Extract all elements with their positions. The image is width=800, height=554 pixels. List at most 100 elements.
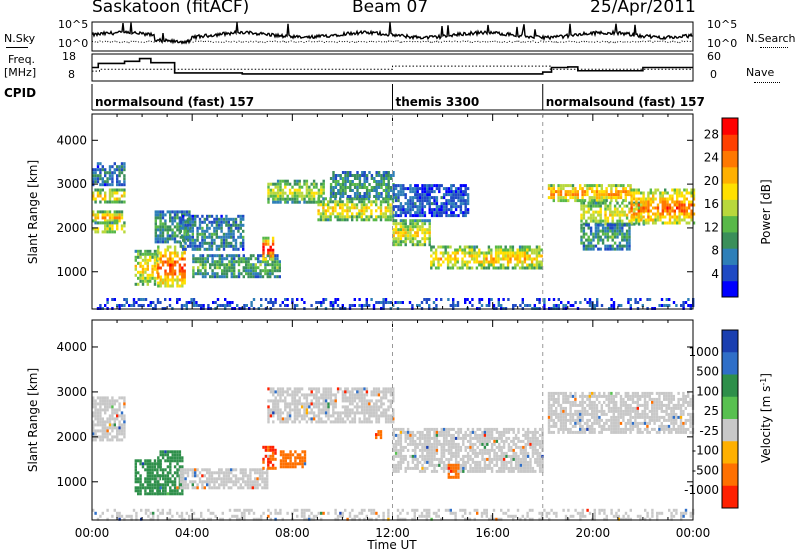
- data-cell: [243, 304, 246, 307]
- data-cell: [466, 263, 469, 267]
- data-cell: [372, 408, 376, 412]
- data-cell: [239, 241, 242, 245]
- data-cell: [198, 247, 202, 251]
- data-cell: [181, 459, 184, 463]
- data-cell: [332, 304, 335, 307]
- data-cell: [454, 263, 457, 267]
- data-cell: [519, 460, 523, 464]
- data-cell: [203, 480, 206, 484]
- data-cell: [586, 301, 589, 304]
- data-cell: [113, 230, 116, 234]
- data-cell: [380, 411, 383, 415]
- data-cell: [267, 411, 270, 415]
- data-cell: [661, 197, 664, 201]
- data-cell: [351, 183, 354, 186]
- data-cell: [442, 196, 446, 200]
- data-cell: [191, 468, 194, 472]
- data-cell: [521, 266, 524, 270]
- data-cell: [199, 263, 202, 267]
- data-cell: [464, 202, 467, 206]
- data-cell: [182, 477, 185, 481]
- data-cell: [599, 201, 602, 205]
- data-cell: [632, 191, 636, 195]
- data-cell: [506, 254, 510, 258]
- data-cell: [540, 248, 543, 252]
- data-cell: [678, 209, 681, 213]
- data-cell: [157, 216, 160, 220]
- data-cell: [120, 213, 124, 217]
- data-cell: [208, 226, 211, 230]
- data-cell: [368, 183, 371, 186]
- data-cell: [409, 205, 412, 209]
- data-cell: [334, 203, 337, 207]
- data-cell: [269, 182, 273, 186]
- data-cell: [308, 191, 311, 195]
- y-tick-label: 4000: [56, 133, 87, 147]
- data-cell: [409, 430, 412, 434]
- data-cell: [157, 477, 160, 481]
- data-cell: [274, 399, 277, 403]
- data-cell: [464, 184, 467, 188]
- data-cell: [327, 408, 330, 412]
- data-cell: [426, 184, 429, 188]
- data-cell: [442, 251, 445, 255]
- data-cell: [269, 387, 273, 391]
- data-cell: [450, 427, 453, 431]
- data-cell: [463, 254, 467, 258]
- data-cell: [111, 200, 114, 204]
- data-cell: [178, 257, 182, 261]
- data-cell: [389, 399, 393, 403]
- data-cell: [358, 399, 361, 403]
- data-cell: [181, 456, 184, 460]
- data-cell: [604, 219, 607, 223]
- data-cell: [609, 247, 612, 251]
- data-cell: [159, 462, 162, 466]
- data-cell: [442, 445, 446, 449]
- data-cell: [312, 194, 316, 198]
- data-cell: [196, 483, 199, 487]
- data-cell: [368, 195, 371, 198]
- data-cell: [368, 405, 371, 409]
- data-cell: [445, 202, 448, 206]
- data-cell: [204, 257, 207, 261]
- data-cell: [450, 214, 453, 218]
- data-cell: [454, 304, 457, 307]
- data-cell: [234, 247, 238, 251]
- data-cell: [365, 192, 369, 195]
- data-cell: [230, 260, 233, 264]
- data-cell: [414, 454, 417, 458]
- data-cell: [454, 454, 458, 458]
- data-cell: [611, 235, 614, 239]
- data-cell: [596, 298, 599, 301]
- data-cell: [516, 257, 519, 261]
- data-cell: [96, 168, 100, 172]
- data-cell: [445, 436, 448, 440]
- data-cell: [234, 468, 238, 472]
- data-cell: [392, 304, 395, 307]
- data-cell: [375, 402, 378, 406]
- data-cell: [500, 454, 503, 458]
- data-cell: [486, 442, 489, 446]
- data-cell: [483, 457, 487, 461]
- data-cell: [164, 483, 167, 487]
- data-cell: [184, 223, 187, 227]
- data-cell: [101, 399, 104, 403]
- data-cell: [580, 207, 583, 211]
- data-cell: [331, 209, 335, 213]
- data-cell: [582, 216, 586, 220]
- data-cell: [320, 402, 323, 406]
- data-cell: [628, 210, 631, 214]
- data-cell: [279, 420, 282, 424]
- data-cell: [604, 229, 607, 233]
- data-cell: [111, 221, 114, 225]
- data-cell: [440, 457, 443, 461]
- data-cell: [490, 263, 493, 267]
- data-cell: [228, 301, 232, 304]
- data-cell: [404, 430, 407, 434]
- data-cell: [466, 266, 469, 270]
- data-cell: [433, 427, 436, 431]
- data-cell: [353, 411, 357, 415]
- data-cell: [673, 215, 676, 219]
- data-cell: [652, 200, 655, 204]
- data-cell: [203, 241, 206, 245]
